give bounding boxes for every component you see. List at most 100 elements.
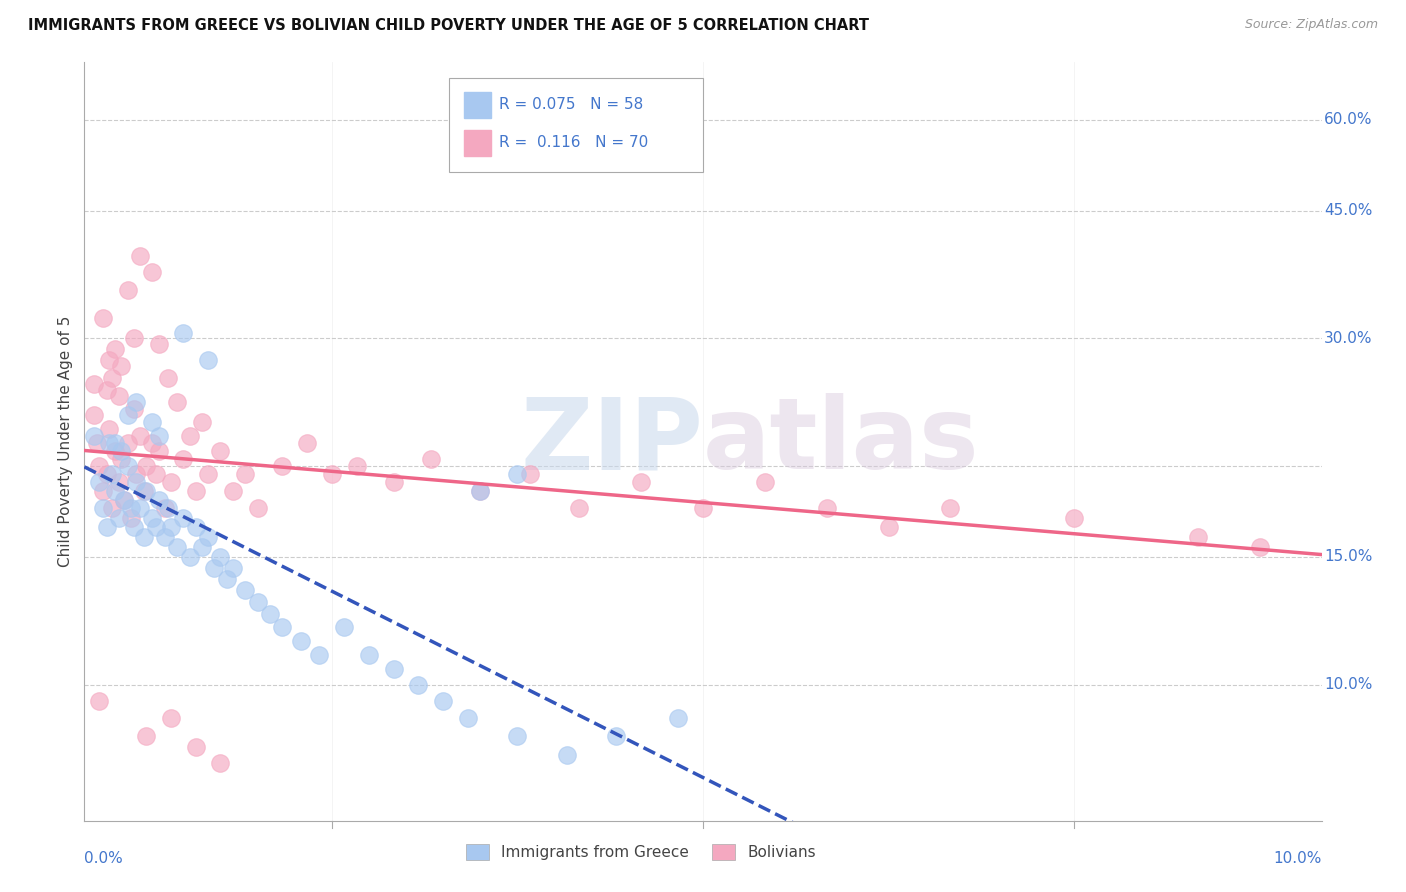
Point (125, 467, 148, 482)
Point (91, 501, 114, 516)
FancyBboxPatch shape (464, 130, 492, 156)
Point (104, 483, 127, 498)
Point (172, 451, 194, 466)
Point (125, 475, 148, 490)
Point (233, 467, 256, 482)
Point (122, 401, 145, 416)
Point (83, 376, 105, 391)
Text: 0.0%: 0.0% (84, 851, 124, 866)
Point (112, 492, 135, 507)
Point (179, 429, 201, 443)
Point (132, 483, 155, 498)
Point (157, 370, 180, 384)
Point (470, 483, 492, 498)
Point (160, 520, 183, 534)
Point (197, 467, 219, 482)
Point (166, 395, 188, 409)
Point (382, 475, 405, 490)
Point (202, 560, 225, 574)
Text: R = 0.075   N = 58: R = 0.075 N = 58 (499, 96, 643, 112)
Legend: Immigrants from Greece, Bolivians: Immigrants from Greece, Bolivians (460, 838, 823, 866)
Point (129, 501, 152, 516)
Point (117, 436, 139, 450)
Point (83, 429, 105, 443)
Point (506, 467, 529, 482)
Point (246, 595, 269, 609)
Point (98, 422, 121, 436)
Point (89, 694, 111, 708)
Point (96, 383, 118, 397)
Point (141, 510, 163, 524)
Point (419, 451, 441, 466)
Point (129, 249, 152, 263)
Point (148, 444, 170, 458)
Point (877, 520, 900, 534)
Point (166, 540, 188, 554)
Point (233, 583, 256, 598)
Point (506, 729, 529, 743)
Point (117, 283, 139, 297)
Point (408, 678, 430, 692)
Point (321, 467, 343, 482)
Point (96, 467, 118, 482)
Point (100, 467, 122, 482)
Point (89, 459, 111, 474)
Point (160, 475, 183, 490)
Point (333, 620, 356, 634)
Point (357, 648, 380, 662)
Point (184, 520, 207, 534)
Point (209, 756, 232, 771)
Point (83, 409, 105, 423)
Point (117, 459, 139, 474)
Point (184, 740, 207, 755)
Point (129, 429, 152, 443)
Point (191, 415, 214, 429)
Point (179, 549, 201, 564)
Point (125, 395, 148, 409)
Point (153, 530, 176, 544)
Point (122, 331, 145, 345)
Point (96, 520, 118, 534)
Point (145, 467, 167, 482)
Text: 10.0%: 10.0% (1324, 677, 1372, 692)
Text: 30.0%: 30.0% (1324, 331, 1372, 346)
Point (172, 326, 194, 341)
Point (271, 459, 294, 474)
Point (120, 510, 142, 524)
Point (135, 459, 157, 474)
Point (815, 501, 838, 516)
Point (1249, 540, 1271, 554)
Point (135, 483, 157, 498)
Point (197, 530, 219, 544)
Point (160, 711, 183, 725)
Point (145, 520, 167, 534)
Point (148, 336, 170, 351)
Point (215, 572, 238, 586)
Point (939, 501, 962, 516)
Point (153, 501, 176, 516)
Point (110, 359, 132, 373)
Point (692, 501, 714, 516)
Text: 45.0%: 45.0% (1324, 203, 1372, 219)
Point (382, 662, 405, 676)
Point (246, 501, 269, 516)
Text: R =  0.116   N = 70: R = 0.116 N = 70 (499, 135, 648, 150)
Point (605, 729, 627, 743)
Point (191, 540, 214, 554)
Point (98, 436, 121, 450)
Point (157, 501, 180, 516)
Point (172, 510, 194, 524)
Point (259, 607, 281, 622)
Point (112, 492, 135, 507)
Point (141, 415, 163, 429)
FancyBboxPatch shape (464, 92, 492, 118)
Point (295, 436, 318, 450)
Point (148, 429, 170, 443)
Text: IMMIGRANTS FROM GREECE VS BOLIVIAN CHILD POVERTY UNDER THE AGE OF 5 CORRELATION : IMMIGRANTS FROM GREECE VS BOLIVIAN CHILD… (28, 18, 869, 33)
Point (120, 501, 142, 516)
Point (104, 444, 127, 458)
Point (86, 436, 108, 450)
Point (108, 510, 131, 524)
Point (290, 633, 312, 648)
Point (98, 353, 121, 368)
